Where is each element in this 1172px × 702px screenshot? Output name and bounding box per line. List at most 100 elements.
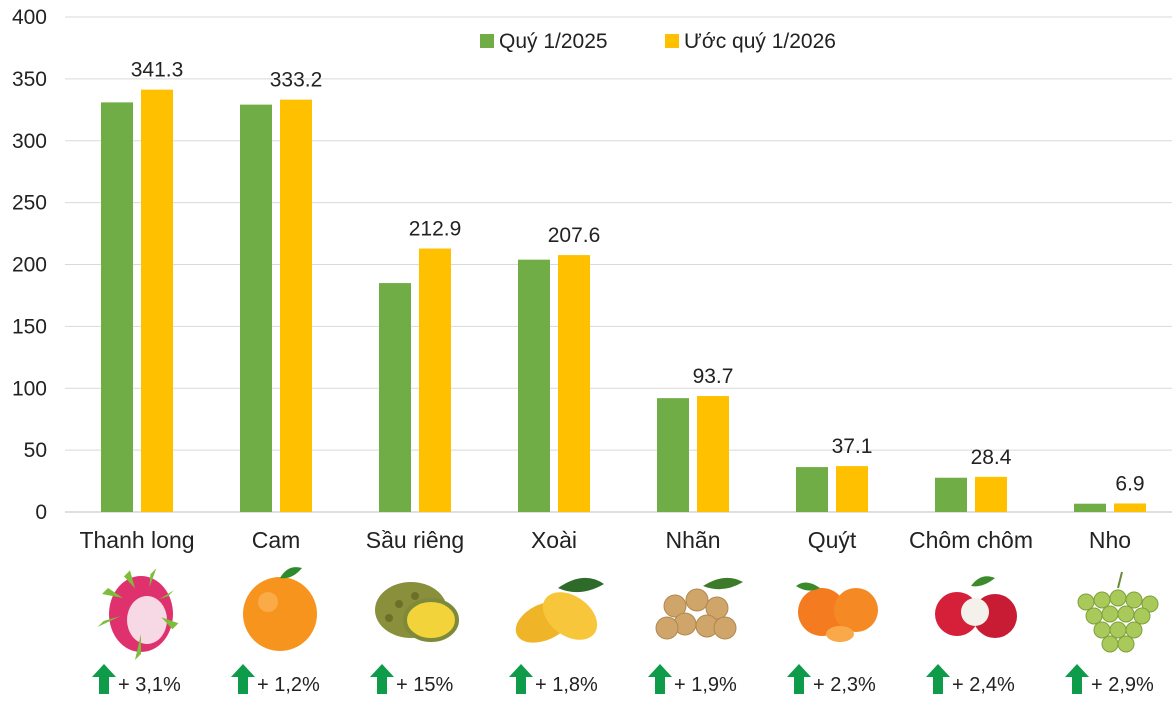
up-arrow-icon [1065, 664, 1089, 694]
up-arrow-icon [787, 664, 811, 694]
data-label: 341.3 [131, 59, 184, 82]
data-label: 333.2 [270, 69, 323, 92]
x-tick-label: Thanh long [79, 527, 194, 553]
longan-icon [655, 577, 743, 640]
fruit-body [834, 588, 878, 632]
bar-quy-1-2025 [240, 104, 272, 513]
fruit-grape [1109, 621, 1127, 639]
y-tick-label: 0 [35, 501, 47, 524]
legend-swatch [480, 34, 494, 48]
fruit-scale [159, 590, 174, 600]
fruit-flesh [961, 598, 989, 626]
fruit-grape [1109, 589, 1127, 607]
fruit-grape [1125, 621, 1143, 639]
y-tick-label: 100 [12, 377, 47, 400]
bar-quy-1-2025 [1074, 503, 1106, 512]
fruit-scale [135, 634, 141, 660]
x-tick-label: Xoài [531, 527, 577, 553]
x-tick-label: Nho [1089, 527, 1131, 553]
mango-icon [515, 577, 604, 643]
fruit-scale [161, 617, 179, 630]
y-tick-label: 150 [12, 315, 47, 338]
fruit-body [655, 616, 679, 640]
fruit-spike [385, 614, 393, 622]
fruit-grape [1093, 621, 1111, 639]
bar-uoc-quy-1-2026 [836, 466, 868, 512]
tangerine-icon [796, 582, 878, 642]
up-arrow-icon [370, 664, 394, 694]
bar-uoc-quy-1-2026 [1114, 503, 1146, 512]
bar-quy-1-2025 [657, 398, 689, 512]
bar-uoc-quy-1-2026 [419, 248, 451, 512]
fruit-body [542, 592, 598, 640]
data-label: 212.9 [409, 218, 462, 241]
change-label: + 1,8% [535, 674, 598, 696]
bar-uoc-quy-1-2026 [558, 255, 590, 512]
fruit-body [663, 594, 687, 618]
change-label: + 15% [396, 674, 453, 696]
fruit-grape [1101, 605, 1119, 623]
fruit-scale [124, 570, 135, 589]
legend-label: Ước quý 1/2026 [684, 30, 836, 53]
fruit-leaf [280, 567, 302, 579]
dragon-fruit-icon [97, 568, 179, 660]
fruit-spike [411, 592, 419, 600]
fruit-grape [1093, 591, 1111, 609]
up-arrow-icon [648, 664, 672, 694]
up-arrow-icon [509, 664, 533, 694]
change-label: + 2,3% [813, 674, 876, 696]
y-tick-label: 300 [12, 130, 47, 153]
fruit-flesh [403, 598, 459, 642]
fruit-scale [97, 616, 121, 627]
legend-swatch [665, 34, 679, 48]
y-tick-label: 50 [24, 439, 47, 462]
bar-uoc-quy-1-2026 [141, 89, 173, 513]
fruit-leaf [796, 582, 820, 591]
x-tick-label: Quýt [808, 527, 857, 553]
bar-uoc-quy-1-2026 [280, 99, 312, 512]
fruit-body [705, 596, 729, 620]
bar-quy-1-2025 [101, 102, 133, 512]
fruit-stem [1117, 571, 1123, 589]
change-label: + 1,2% [257, 674, 320, 696]
fruit-scale [102, 588, 123, 598]
fruit-spike [395, 600, 403, 608]
fruit-grape [1125, 591, 1143, 609]
fruit-leaf [558, 577, 604, 593]
fruit-segment [826, 626, 854, 642]
change-label: + 1,9% [674, 674, 737, 696]
y-tick-label: 400 [12, 6, 47, 29]
bar-quy-1-2025 [379, 283, 411, 512]
data-label: 28.4 [971, 446, 1012, 469]
change-label: + 2,4% [952, 674, 1015, 696]
x-tick-label: Cam [252, 527, 301, 553]
change-label: + 3,1% [118, 674, 181, 696]
y-tick-label: 250 [12, 192, 47, 215]
fruit-scale [149, 568, 157, 588]
rambutan-icon [935, 576, 1017, 638]
fruit-grape [1141, 595, 1159, 613]
fruit-grape [1101, 635, 1119, 653]
grape-icon [1077, 571, 1159, 653]
fruit-grape [1117, 635, 1135, 653]
x-tick-label: Nhãn [666, 527, 721, 553]
data-label: 93.7 [693, 365, 734, 388]
fruit-grape [1117, 605, 1135, 623]
orange-icon [243, 567, 317, 651]
up-arrow-icon [231, 664, 255, 694]
fruit-leaf [703, 577, 743, 590]
fruit-body [798, 588, 846, 636]
data-label: 207.6 [548, 224, 601, 247]
legend-label: Quý 1/2025 [499, 30, 608, 53]
fruit-grape [1133, 607, 1151, 625]
bar-quy-1-2025 [518, 259, 550, 512]
y-tick-label: 350 [12, 68, 47, 91]
bar-quy-1-2025 [935, 477, 967, 512]
fruit-grape [1085, 607, 1103, 625]
fruit-highlight [258, 592, 278, 612]
x-tick-label: Chôm chôm [909, 527, 1033, 553]
data-label: 6.9 [1115, 472, 1144, 495]
fruit-body [243, 577, 317, 651]
x-tick-label: Sầu riêng [366, 527, 464, 553]
